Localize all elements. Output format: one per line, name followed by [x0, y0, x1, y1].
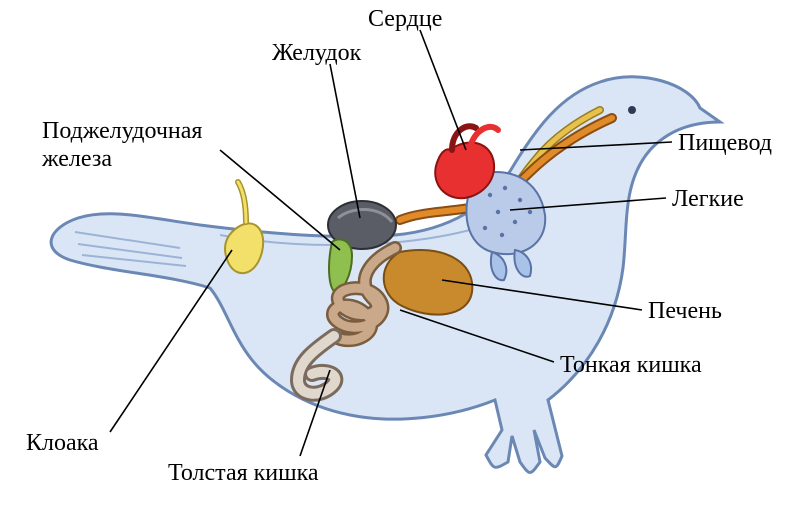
- label-pancreas: Поджелудочнаяжелеза: [42, 118, 202, 173]
- label-cloaca: Клоака: [26, 430, 99, 458]
- label-large-int: Толстая кишка: [168, 460, 319, 488]
- bird-svg: [0, 0, 800, 500]
- label-stomach: Желудок: [272, 40, 361, 68]
- label-lungs: Легкие: [672, 186, 744, 214]
- bird-anatomy-diagram: Сердце Желудок Поджелудочнаяжелеза Пищев…: [0, 0, 800, 500]
- label-small-int: Тонкая кишка: [560, 352, 702, 380]
- bird-eye: [628, 106, 636, 114]
- label-heart: Сердце: [368, 6, 442, 34]
- label-liver: Печень: [648, 298, 722, 326]
- label-pancreas-line1: Поджелудочнаяжелеза: [42, 118, 202, 172]
- label-esophagus: Пищевод: [678, 130, 772, 158]
